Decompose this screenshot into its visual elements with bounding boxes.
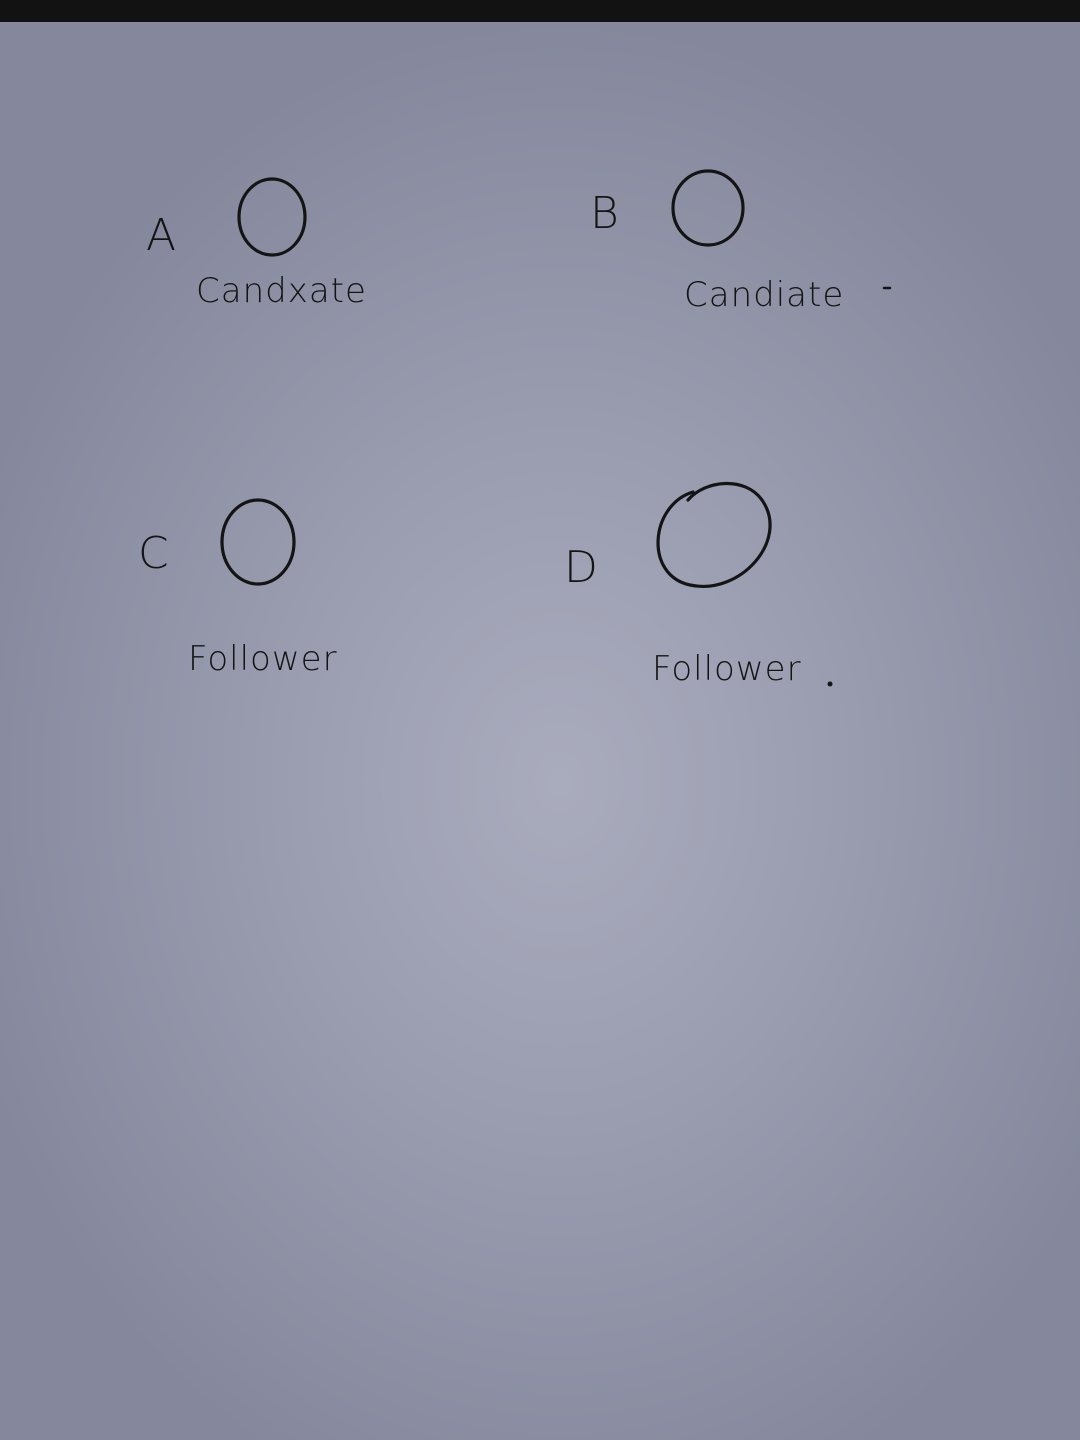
node-a: A Candxate — [146, 177, 367, 311]
node-a-role-label: Candxate — [196, 271, 367, 311]
node-c: C Follower — [138, 498, 338, 679]
node-d-circle-empty — [656, 481, 772, 588]
node-d-role-label: Follower — [652, 649, 802, 689]
node-a-letter: A — [146, 210, 176, 261]
node-c-circle-empty — [220, 498, 296, 586]
paper-sheet — [0, 22, 1080, 1440]
stray-dot — [827, 681, 833, 687]
node-c-role-label: Follower — [188, 639, 338, 679]
node-b-role-label: Candiate — [684, 275, 844, 315]
node-d-letter: D — [564, 542, 598, 593]
node-b-circle-hatched — [671, 169, 745, 247]
node-d: D Follower — [564, 481, 802, 689]
node-c-letter: C — [138, 528, 169, 579]
node-b: B Candiate — [590, 169, 844, 315]
photo-top-edge — [0, 0, 1080, 22]
node-b-letter: B — [590, 188, 619, 239]
node-a-circle-hatched — [237, 177, 307, 257]
